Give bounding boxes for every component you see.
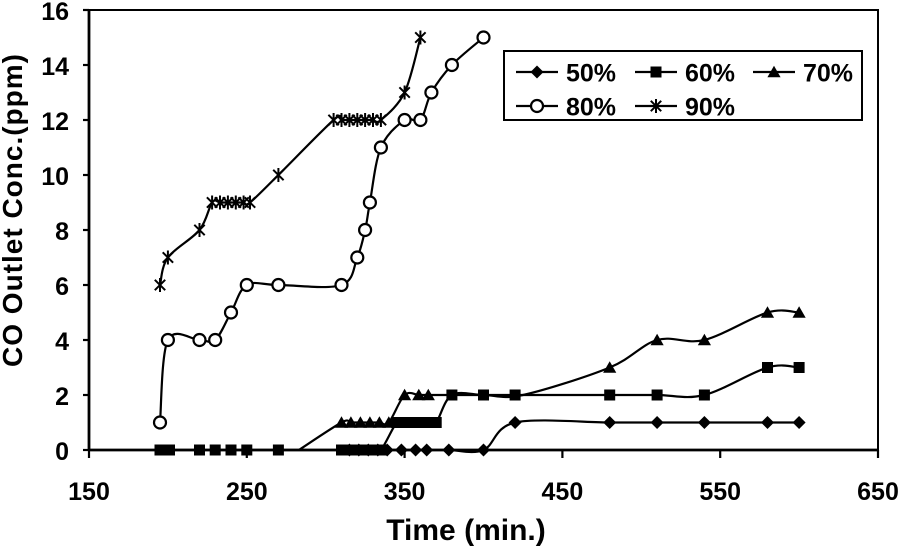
- svg-text:16: 16: [41, 0, 69, 26]
- svg-text:450: 450: [542, 478, 584, 506]
- svg-text:80%: 80%: [566, 93, 616, 121]
- svg-text:90%: 90%: [685, 93, 735, 121]
- svg-text:8: 8: [55, 218, 69, 246]
- svg-text:0: 0: [55, 438, 69, 466]
- svg-text:150: 150: [68, 478, 110, 506]
- svg-text:CO Outlet Conc.(ppm): CO Outlet Conc.(ppm): [0, 53, 28, 367]
- svg-text:550: 550: [699, 478, 741, 506]
- svg-text:50%: 50%: [566, 59, 616, 87]
- svg-text:4: 4: [55, 328, 69, 356]
- svg-text:14: 14: [41, 53, 69, 81]
- svg-text:12: 12: [41, 108, 69, 136]
- svg-text:70%: 70%: [803, 59, 853, 87]
- svg-text:250: 250: [226, 478, 268, 506]
- svg-text:2: 2: [55, 383, 69, 411]
- svg-text:350: 350: [384, 478, 426, 506]
- svg-text:60%: 60%: [685, 59, 735, 87]
- svg-text:650: 650: [857, 478, 899, 506]
- svg-text:6: 6: [55, 273, 69, 301]
- svg-text:10: 10: [41, 163, 69, 191]
- svg-text:Time (min.): Time (min.): [386, 514, 545, 547]
